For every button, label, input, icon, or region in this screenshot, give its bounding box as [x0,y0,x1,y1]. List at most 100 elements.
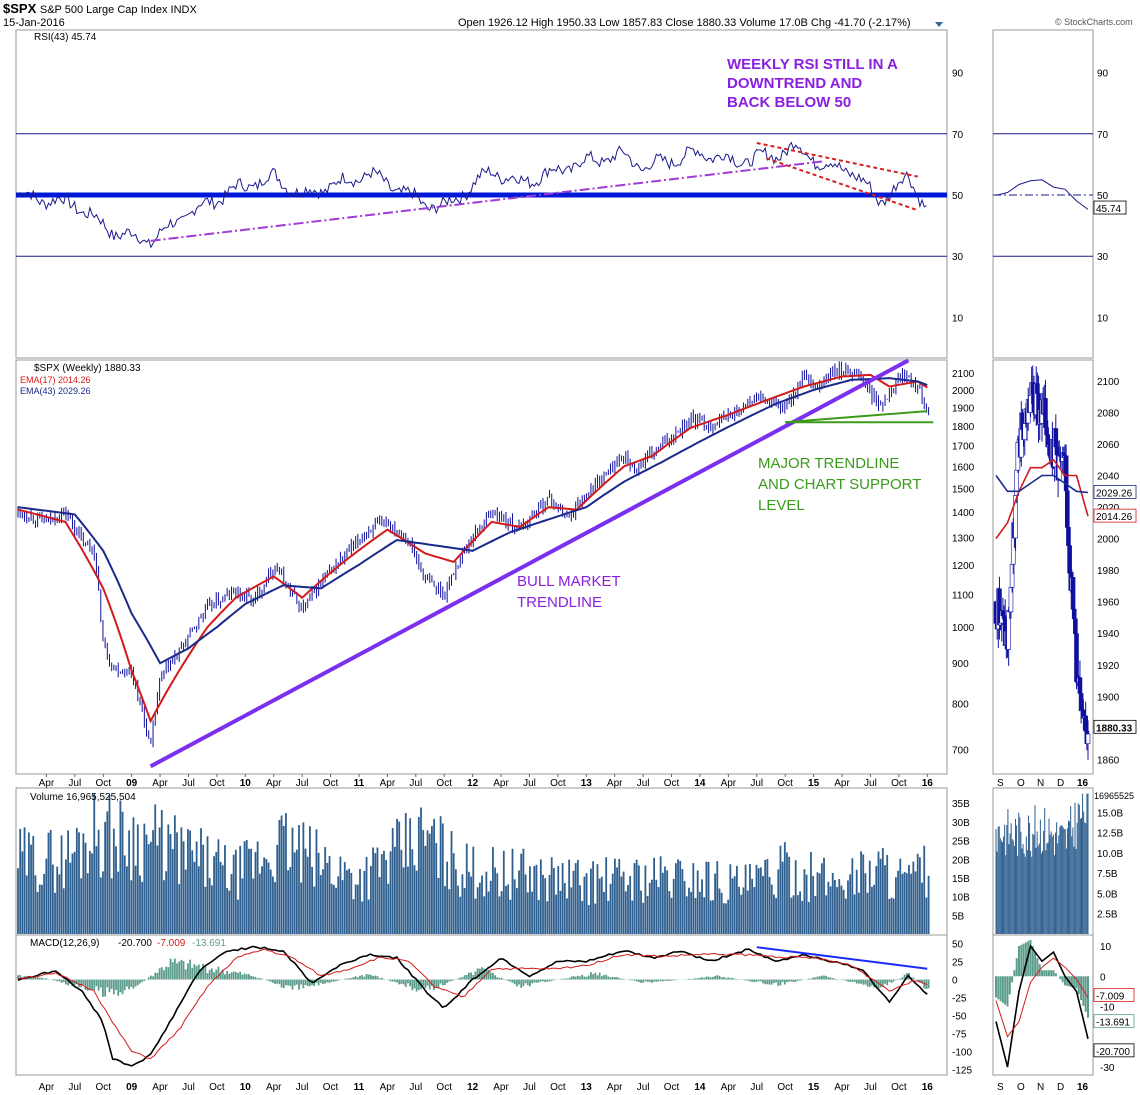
volume-daily-bar [1003,836,1005,934]
macd-xtick-label: Oct [209,1082,225,1093]
macd-histogram-bar [749,979,751,982]
volume-bar [672,878,675,934]
macd-histogram-bar [232,971,235,980]
macd-histogram-bar [435,979,438,988]
volume-bar [751,878,754,934]
macd-histogram-bar [158,968,161,980]
macd-histogram-bar [184,969,187,980]
volume-daily-bar [1023,853,1025,934]
macd-daily-ytick-label: -10 [1100,1003,1115,1014]
volume-bar [476,887,479,934]
volume-bar [478,882,481,934]
macd-daily-histogram-bar [1050,970,1053,977]
macd-daily-histogram-bar [1008,976,1011,995]
macd-daily-signal-line [995,957,1089,1038]
macd-histogram-bar [376,976,379,980]
volume-bar [786,852,788,934]
volume-bar [197,866,200,934]
macd-xtick-label: 10 [240,1082,252,1093]
macd-histogram-bar [853,979,856,982]
price-daily-value-label: 1880.33 [1096,723,1133,734]
volume-bar [417,816,420,934]
volume-bar [376,847,379,934]
macd-daily-histogram-bar [995,976,997,998]
macd-histogram-bar [448,979,451,982]
volume-bar [659,856,662,934]
ohlc-dropdown-icon[interactable] [935,22,943,27]
price-daily-ytick-label: 1940 [1097,629,1120,640]
macd-histogram-bar [794,979,797,982]
macd-histogram-bar [465,975,468,980]
volume-bar [790,897,793,934]
macd-xtick-label: Jul [68,1082,81,1093]
volume-bar [452,853,455,934]
macd-histogram-bar [278,979,281,985]
macd-histogram-bar [892,979,895,982]
volume-daily-bar [1027,815,1029,934]
macd-legend: MACD(12,26,9) -20.700 -7.009 -13.691 [30,938,226,949]
volume-bar [437,877,440,934]
macd-histogram-bar [457,978,459,980]
volume-bar [703,897,706,934]
macd-daily-ytick-label: 10 [1100,942,1112,953]
volume-bar [568,859,571,934]
macd-histogram-bar [622,978,625,980]
macd-histogram-bar [592,974,595,980]
volume-daily-bar [1025,836,1027,934]
volume-daily-bar [1061,825,1063,934]
volume-daily-bar [1040,853,1042,934]
volume-daily-ytick-label: 15.0B [1097,808,1123,819]
volume-daily-ytick-label: 5.0B [1097,889,1118,900]
volume-daily-bar [1081,817,1083,934]
macd-histogram-bar [655,979,658,982]
macd-histogram-bar [215,969,218,980]
volume-ytick-label: 20B [952,855,970,866]
volume-daily-bar [1068,820,1070,934]
macd-histogram-bar [387,979,390,981]
volume-daily-ytick-label: 7.5B [1097,869,1118,880]
volume-daily-bar [1077,803,1079,934]
volume-daily-bar [1051,836,1053,934]
volume-bar [908,864,910,934]
macd-histogram-bar [187,963,189,980]
volume-daily-bar [1008,844,1010,934]
volume-bar [337,876,340,934]
macd-histogram-bar [78,979,80,988]
volume-bar [298,825,300,934]
volume-bar [546,901,549,934]
volume-bar [507,884,510,934]
volume-bar [93,793,96,934]
volume-bar [627,885,629,934]
price-xtick-label: Jul [637,778,650,789]
macd-histogram-bar [881,979,884,987]
volume-bar [799,891,801,934]
macd-histogram-bar [886,979,889,986]
volume-bar [245,839,248,934]
volume-bar [783,842,786,934]
macd-histogram-bar [431,979,433,986]
macd-histogram-bar [770,979,773,985]
price-xtick-label: Oct [436,778,452,789]
macd-histogram-bar [241,974,244,980]
volume-bar [720,892,723,934]
volume-bar [683,881,686,934]
macd-histogram-bar [459,977,462,980]
macd-histogram-bar [446,979,449,983]
volume-bar [653,857,656,934]
volume-bar [32,835,35,934]
volume-daily-bar [1062,827,1064,934]
macd-histogram-bar [548,979,551,982]
macd-histogram-bar [568,978,571,980]
volume-daily-bar [1078,804,1080,934]
macd-histogram-bar [45,978,48,980]
macd-histogram-bar [378,978,381,980]
volume-bar [600,876,603,934]
macd-histogram-bar [304,979,307,986]
volume-bar [779,845,782,934]
volume-bar [450,830,453,934]
macd-histogram-bar [633,979,636,981]
volume-bar [115,846,117,934]
macd-histogram-bar [167,967,170,980]
volume-bar [773,894,775,934]
volume-bar [481,875,483,934]
